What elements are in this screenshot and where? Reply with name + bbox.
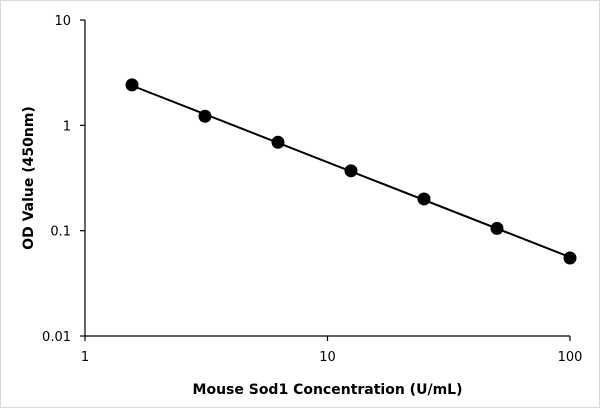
data-point — [125, 78, 139, 92]
x-tick-label: 10 — [319, 350, 336, 365]
data-point — [490, 221, 504, 235]
x-axis-title: Mouse Sod1 Concentration (U/mL) — [193, 382, 463, 398]
y-ticks: 0.01 0.1 1 10 — [42, 14, 85, 345]
data-point — [198, 109, 212, 123]
x-ticks: 1 10 100 — [81, 336, 583, 365]
y-tick-label: 1 — [63, 119, 71, 134]
data-points — [125, 78, 577, 265]
data-point — [417, 192, 431, 206]
data-point — [344, 164, 358, 178]
y-axis-title: OD Value (450nm) — [21, 106, 37, 250]
data-point — [563, 251, 577, 265]
x-tick-label: 1 — [81, 350, 89, 365]
data-point — [271, 135, 285, 149]
x-tick-label: 100 — [558, 350, 583, 365]
y-tick-label: 0.01 — [42, 330, 71, 345]
axes — [84, 20, 570, 337]
y-tick-label: 0.1 — [50, 225, 71, 240]
y-tick-label: 10 — [54, 14, 71, 29]
